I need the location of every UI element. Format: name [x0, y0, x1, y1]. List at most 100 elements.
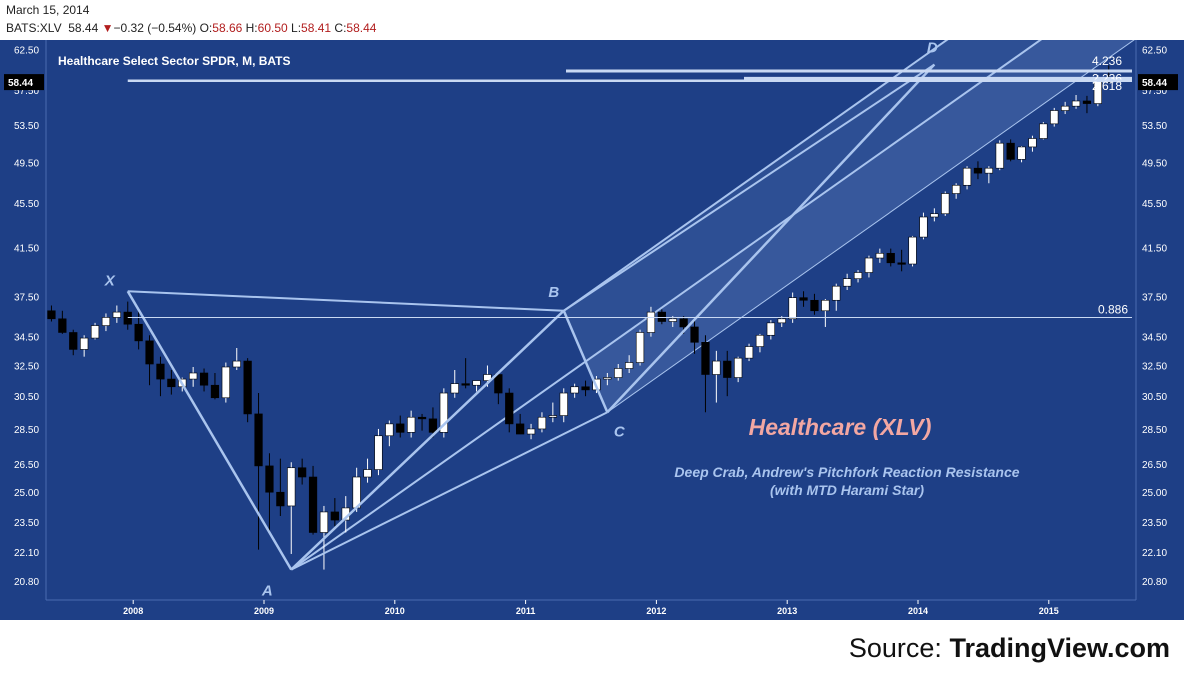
candle-up: [930, 213, 939, 218]
candle-down: [973, 167, 983, 174]
candle-up: [363, 469, 372, 478]
pattern-leg-xb: [127, 290, 564, 312]
y-tick-label-right: 25.00: [1142, 488, 1167, 499]
y-tick-label-right: 45.50: [1142, 199, 1167, 210]
candle-up: [843, 278, 852, 287]
y-tick-label-right: 30.50: [1142, 392, 1167, 403]
pattern-point-label: B: [548, 284, 559, 301]
chart-title: Healthcare Select Sector SPDR, M, BATS: [58, 54, 291, 68]
pattern-leg-bc: [562, 310, 609, 413]
candle-up: [908, 236, 917, 265]
candle-up: [483, 374, 492, 381]
candle-down: [690, 326, 699, 343]
chart-date: March 15, 2014: [6, 3, 90, 17]
y-tick-label-right: 22.10: [1142, 548, 1167, 559]
y-tick-label-left: 37.50: [14, 292, 39, 303]
candle-down: [494, 374, 503, 394]
candle-up: [537, 416, 547, 430]
candle-down: [428, 418, 438, 433]
candle-up: [646, 311, 656, 333]
pattern-leg-bd: [563, 63, 935, 312]
open-value: 58.66: [212, 21, 243, 35]
source-prefix: Source:: [848, 633, 950, 663]
retracement-label: 0.886: [1098, 302, 1128, 316]
candle-down: [679, 318, 688, 328]
candle-up: [952, 184, 961, 194]
candle-up: [603, 377, 612, 380]
candle-up: [832, 285, 841, 301]
candle-up: [1039, 123, 1048, 139]
candle-series: [47, 65, 1113, 570]
high-value: 60.50: [257, 21, 288, 35]
change-value: −0.32 (−0.54%): [113, 21, 197, 35]
x-axis: 2008 2009 2010 2011 2012 2013 2014 2015: [46, 599, 1136, 616]
y-tick-label-left: 53.50: [14, 121, 39, 132]
candle-down: [265, 465, 274, 493]
candle-down: [298, 467, 307, 478]
candle-up: [625, 362, 634, 369]
candle-up: [788, 297, 797, 320]
y-tick-label-right: 53.50: [1142, 121, 1167, 132]
candle-up: [734, 357, 743, 378]
candle-up: [526, 428, 536, 435]
down-arrow-icon: ▼: [101, 21, 114, 35]
x-tick-label: 2012: [646, 606, 666, 616]
candle-down: [799, 297, 808, 301]
candle-up: [777, 318, 786, 324]
candle-up: [635, 332, 645, 363]
candle-down: [145, 340, 154, 365]
y-tick-label-right: 49.50: [1142, 158, 1167, 169]
candle-up: [941, 193, 950, 215]
extension-label: 4.236: [1092, 54, 1122, 68]
source-name[interactable]: TradingView.com: [949, 633, 1170, 663]
x-tick-label: 2010: [385, 606, 405, 616]
pitchfork-median-line: [290, 40, 1043, 571]
candle-down: [308, 476, 318, 533]
x-tick-label: 2008: [123, 606, 143, 616]
candle-down: [243, 360, 252, 415]
pattern-leg-xa: [126, 290, 293, 571]
open-label: O:: [199, 21, 213, 35]
candle-up: [614, 368, 623, 378]
candle-up: [853, 272, 863, 279]
symbol[interactable]: BATS:XLV: [6, 21, 62, 35]
candle-up: [548, 415, 557, 418]
pitchfork-fill-lower: [585, 40, 1134, 413]
y-tick-label-left: 49.50: [14, 158, 39, 169]
candle-up: [755, 334, 765, 347]
y-tick-label-left: 41.50: [14, 243, 39, 254]
quote-line: BATS:XLV 58.44 ▼−0.32 (−0.54%) O:58.66 H…: [6, 21, 376, 35]
candle-up: [821, 299, 830, 312]
candle-down: [167, 378, 176, 388]
y-tick-label-left: 62.50: [14, 46, 39, 57]
candle-up: [995, 142, 1004, 169]
y-tick-label-right: 20.80: [1142, 577, 1167, 588]
y-tick-label-left: 28.50: [14, 425, 39, 436]
last-price-label-right: 58.44: [1142, 78, 1167, 89]
y-tick-label-left: 32.50: [14, 362, 39, 373]
y-tick-label-left: 45.50: [14, 199, 39, 210]
candle-down: [254, 413, 263, 467]
pitchfork-upper-line: [563, 40, 949, 312]
pattern-point-label: X: [104, 272, 116, 289]
candle-down: [134, 323, 143, 342]
candle-up: [112, 311, 121, 318]
candle-down: [723, 360, 732, 378]
x-tick-label: 2013: [777, 606, 797, 616]
candle-down: [516, 423, 525, 435]
close-value: 58.44: [346, 21, 377, 35]
candle-down: [156, 363, 165, 380]
candle-up: [744, 346, 754, 359]
candle-down: [330, 511, 339, 521]
y-tick-label-left: 30.50: [14, 392, 39, 403]
candle-up: [984, 167, 993, 174]
pattern-leg-cd: [606, 63, 936, 414]
last-price-marker-right: [1138, 74, 1178, 91]
candle-down: [123, 311, 132, 325]
y-tick-label-right: 62.50: [1142, 46, 1167, 57]
x-tick-label: 2011: [516, 606, 536, 616]
candle-up: [559, 392, 568, 416]
y-tick-label-left: 34.50: [14, 333, 39, 344]
